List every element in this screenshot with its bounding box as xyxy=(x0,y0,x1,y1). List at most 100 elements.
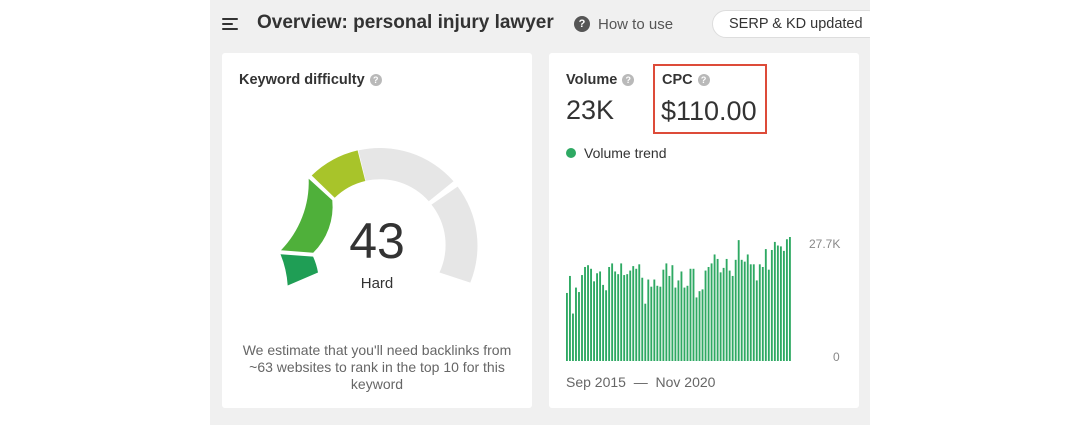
volume-bar[interactable] xyxy=(569,275,571,361)
volume-bar[interactable] xyxy=(602,284,605,361)
volume-bar[interactable] xyxy=(659,286,662,361)
page-title: Overview: personal injury lawyer xyxy=(257,12,554,33)
volume-bar[interactable] xyxy=(725,258,728,361)
volume-bar[interactable] xyxy=(596,273,598,361)
volume-bar[interactable] xyxy=(752,264,755,361)
volume-bar[interactable] xyxy=(707,266,710,361)
volume-bar[interactable] xyxy=(740,259,743,361)
volume-bar[interactable] xyxy=(611,263,614,361)
volume-bar[interactable] xyxy=(680,271,683,361)
menu-icon[interactable] xyxy=(222,17,238,31)
volume-bar[interactable] xyxy=(686,285,689,361)
volume-bar[interactable] xyxy=(614,271,617,361)
volume-trend-legend[interactable]: Volume trend xyxy=(566,145,667,161)
volume-bar[interactable] xyxy=(701,289,704,361)
app-window: Overview: personal injury lawyer ? How t… xyxy=(210,0,870,425)
serp-kd-updated-badge[interactable]: SERP & KD updated xyxy=(712,10,870,38)
volume-bar[interactable] xyxy=(635,268,638,361)
volume-heading: Volume? xyxy=(566,72,635,88)
y-axis-max-label: 27.7K xyxy=(809,237,840,251)
volume-bar[interactable] xyxy=(575,287,577,361)
volume-bar[interactable] xyxy=(779,246,782,361)
volume-bar[interactable] xyxy=(782,250,785,361)
question-icon: ? xyxy=(574,16,590,32)
volume-bar[interactable] xyxy=(674,287,677,361)
gauge-segment-low xyxy=(280,254,318,286)
volume-bar[interactable] xyxy=(647,279,650,361)
volume-bar[interactable] xyxy=(629,270,632,361)
volume-bar[interactable] xyxy=(671,265,674,361)
how-to-use-link[interactable]: ? How to use xyxy=(574,14,673,34)
volume-bar[interactable] xyxy=(590,268,592,361)
volume-bar[interactable] xyxy=(689,268,692,361)
volume-bar[interactable] xyxy=(632,266,635,361)
help-icon[interactable]: ? xyxy=(622,74,635,86)
volume-bar[interactable] xyxy=(653,279,656,361)
volume-bar[interactable] xyxy=(695,297,698,361)
volume-bar[interactable] xyxy=(719,272,722,361)
volume-bar[interactable] xyxy=(626,274,629,361)
volume-bar[interactable] xyxy=(716,258,719,361)
keyword-difficulty-card: Keyword difficulty? 43 Hard We estimate … xyxy=(222,53,532,408)
volume-bar[interactable] xyxy=(758,264,761,361)
volume-bar[interactable] xyxy=(572,313,574,361)
volume-bar[interactable] xyxy=(593,281,595,361)
volume-bar[interactable] xyxy=(578,292,580,361)
volume-bar[interactable] xyxy=(770,249,773,361)
volume-bar[interactable] xyxy=(728,270,731,361)
volume-bar[interactable] xyxy=(710,263,713,361)
legend-label: Volume trend xyxy=(584,145,667,161)
volume-bar[interactable] xyxy=(761,266,764,361)
volume-bar[interactable] xyxy=(698,291,701,361)
volume-bar[interactable] xyxy=(749,264,752,361)
volume-bar[interactable] xyxy=(584,266,586,361)
volume-value: 23K xyxy=(566,95,615,125)
volume-bar[interactable] xyxy=(599,271,602,361)
volume-bar[interactable] xyxy=(692,268,695,361)
keyword-difficulty-heading: Keyword difficulty? xyxy=(239,72,382,88)
volume-bar[interactable] xyxy=(773,241,776,361)
keyword-difficulty-label: Hard xyxy=(360,275,394,292)
volume-bar[interactable] xyxy=(581,275,583,361)
volume-bar[interactable] xyxy=(620,263,623,361)
volume-bar[interactable] xyxy=(764,249,767,361)
cpc-highlight-box: CPC? $110.00 xyxy=(653,64,767,134)
volume-bar[interactable] xyxy=(713,254,716,361)
volume-bar[interactable] xyxy=(746,254,749,361)
help-icon[interactable]: ? xyxy=(369,74,382,86)
volume-bar[interactable] xyxy=(566,292,568,361)
volume-bar[interactable] xyxy=(665,263,668,361)
volume-bar[interactable] xyxy=(683,287,686,361)
volume-bar[interactable] xyxy=(608,266,611,361)
volume-bar[interactable] xyxy=(650,286,653,361)
volume-bar[interactable] xyxy=(776,245,779,361)
volume-bar[interactable] xyxy=(662,269,665,361)
volume-bar[interactable] xyxy=(755,280,758,361)
help-icon[interactable]: ? xyxy=(697,74,710,86)
gauge-track xyxy=(358,148,454,202)
volume-bar[interactable] xyxy=(704,270,707,361)
volume-bar[interactable] xyxy=(677,280,680,361)
volume-trend-chart[interactable]: 27.7K 0 xyxy=(549,53,859,408)
volume-bar[interactable] xyxy=(737,240,740,361)
date-range-separator: — xyxy=(629,374,652,390)
volume-bar[interactable] xyxy=(617,274,620,361)
volume-bar[interactable] xyxy=(731,275,734,361)
volume-bar[interactable] xyxy=(767,269,770,361)
volume-bar[interactable] xyxy=(644,303,647,361)
volume-bar[interactable] xyxy=(587,265,589,361)
volume-bar[interactable] xyxy=(605,290,608,361)
volume-bar[interactable] xyxy=(785,239,788,361)
volume-bar[interactable] xyxy=(788,237,791,361)
volume-bar[interactable] xyxy=(734,259,737,361)
volume-bar[interactable] xyxy=(668,275,671,361)
volume-bar[interactable] xyxy=(656,285,659,361)
volume-bar[interactable] xyxy=(638,264,641,361)
volume-bar[interactable] xyxy=(743,261,746,361)
cpc-heading: CPC? xyxy=(662,72,710,88)
volume-bar[interactable] xyxy=(722,267,725,361)
date-range-end: Nov 2020 xyxy=(655,374,716,390)
volume-bar[interactable] xyxy=(623,275,626,361)
volume-bar[interactable] xyxy=(641,277,644,361)
chart-date-range: Sep 2015 — Nov 2020 xyxy=(566,374,715,390)
